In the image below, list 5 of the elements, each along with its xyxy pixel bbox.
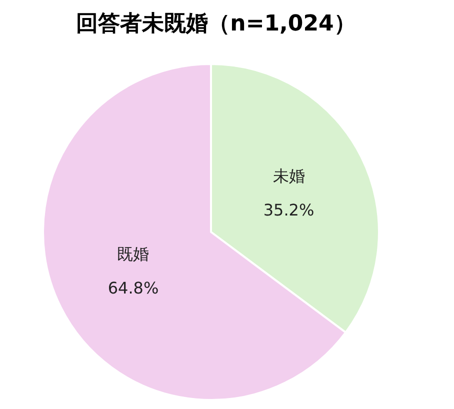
slice-label: 既婚 bbox=[117, 244, 150, 264]
chart-title: 回答者未既婚（n=1,024） bbox=[76, 12, 356, 36]
data-label: 64.8% bbox=[108, 278, 159, 298]
slice-label: 未婚 bbox=[272, 166, 305, 186]
data-label: 35.2% bbox=[263, 200, 314, 220]
